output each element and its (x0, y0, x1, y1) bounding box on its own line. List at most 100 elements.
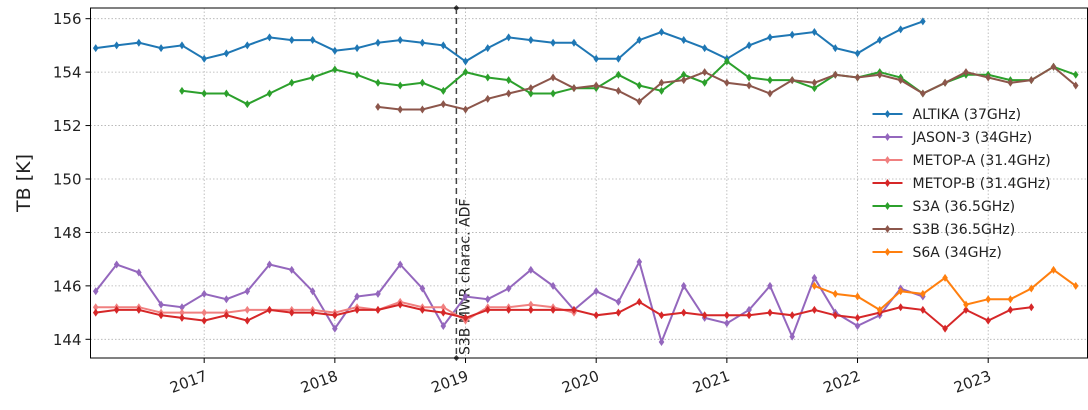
data-point (680, 308, 687, 317)
data-point (419, 38, 426, 47)
data-point (462, 292, 469, 301)
data-point (309, 287, 316, 296)
y-tick-label: 146 (53, 277, 82, 295)
data-point (1050, 62, 1057, 71)
data-point (505, 33, 512, 42)
data-point (179, 303, 185, 312)
data-point (876, 305, 883, 314)
data-point (746, 81, 752, 90)
data-point (942, 273, 948, 282)
data-point (113, 305, 120, 314)
data-point (571, 84, 577, 93)
data-point (746, 41, 752, 50)
data-point (658, 28, 665, 37)
y-tick-label: 152 (53, 117, 82, 135)
data-point (332, 324, 338, 333)
data-point (832, 289, 839, 298)
data-point (484, 295, 491, 304)
data-point (484, 73, 491, 82)
data-point (244, 287, 251, 296)
data-point (897, 303, 904, 312)
data-point (375, 38, 381, 47)
data-point (440, 308, 447, 317)
data-point (767, 76, 773, 85)
data-point (309, 36, 316, 45)
legend-marker (884, 110, 891, 118)
data-point (636, 257, 643, 266)
data-point (397, 81, 403, 90)
data-point (789, 311, 795, 320)
data-point (484, 305, 491, 314)
data-point (201, 316, 207, 325)
data-point (266, 305, 273, 314)
data-point (1028, 76, 1035, 85)
data-point (266, 89, 273, 98)
data-point (179, 86, 185, 95)
data-point (724, 78, 730, 87)
data-point (701, 44, 708, 53)
data-point (615, 54, 622, 63)
data-point (92, 308, 99, 317)
data-point (397, 36, 403, 45)
data-point (201, 308, 207, 317)
data-point (528, 36, 534, 45)
data-point (440, 321, 447, 330)
data-point (397, 300, 403, 309)
data-point (266, 260, 273, 269)
data-point (528, 89, 534, 98)
data-point (462, 313, 469, 322)
legend-marker (884, 179, 891, 187)
data-point (593, 54, 599, 63)
data-point (636, 36, 643, 45)
data-point (244, 41, 251, 50)
data-point (244, 100, 251, 109)
series-line (95, 20, 924, 63)
data-point (963, 68, 969, 77)
data-point (397, 105, 403, 114)
data-point (440, 303, 447, 312)
data-point (484, 94, 491, 103)
data-point (92, 303, 99, 312)
data-point (528, 265, 534, 274)
data-point (789, 76, 795, 85)
legend-marker (884, 248, 891, 256)
x-tick-label: 2022 (821, 367, 863, 397)
data-point (680, 76, 687, 85)
data-point (658, 337, 665, 346)
data-point (854, 313, 861, 322)
y-tick-label: 148 (53, 224, 82, 242)
data-point (266, 33, 273, 42)
data-point (528, 300, 534, 309)
data-point (505, 76, 512, 85)
data-point (854, 49, 861, 58)
data-point (397, 260, 403, 269)
data-point (375, 289, 381, 298)
legend-label: S3A (36.5GHz) (913, 199, 1016, 215)
data-point (680, 281, 687, 290)
legend: ALTIKA (37GHz) JASON-3 (34GHz) METOP-A (31… (872, 107, 1051, 261)
data-point (92, 287, 99, 296)
data-point (746, 73, 752, 82)
y-tick-label: 144 (53, 331, 82, 349)
annotation-text: S3B MWR charac. ADF (457, 199, 473, 355)
data-point (680, 36, 687, 45)
data-point (550, 73, 556, 82)
legend-label: METOP-A (31.4GHz) (913, 153, 1051, 169)
data-point (920, 305, 926, 314)
legend-label: ALTIKA (37GHz) (913, 107, 1022, 123)
data-point (789, 332, 795, 341)
data-point (593, 287, 599, 296)
data-point (223, 89, 230, 98)
data-point (767, 281, 773, 290)
data-point (375, 102, 381, 111)
data-point (550, 305, 556, 314)
data-point (419, 305, 426, 314)
x-tick-label: 2021 (690, 367, 732, 397)
data-point (658, 311, 665, 320)
data-point (92, 44, 99, 53)
data-point (854, 73, 861, 82)
data-point (440, 100, 447, 109)
data-point (897, 76, 904, 85)
y-tick-label: 156 (53, 10, 82, 28)
